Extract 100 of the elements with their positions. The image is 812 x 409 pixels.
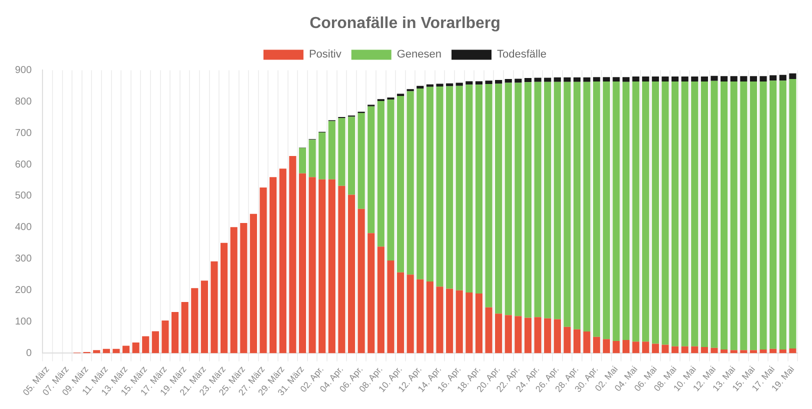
bar [426,282,434,354]
bar [760,76,767,82]
legend-label: Positiv [308,48,342,61]
bar [102,348,110,354]
bar [289,156,296,354]
y-tick-label: 200 [14,285,32,296]
bar [308,177,316,354]
bar [573,77,581,82]
bar [436,86,444,287]
bar [181,302,188,354]
bar [416,88,424,280]
bar [672,76,679,82]
bar [720,76,728,82]
bar [779,74,786,81]
bar [789,79,796,349]
bar [770,348,777,354]
bar [642,342,650,354]
bar [466,81,473,85]
bar [456,86,463,290]
bar [652,344,659,354]
bar [554,77,561,82]
bar [436,286,444,354]
bar [260,188,267,354]
bar [583,332,590,354]
bar [612,340,620,354]
bar [544,82,552,318]
bar [298,148,306,174]
y-tick-label: 400 [14,222,32,234]
bar [348,194,356,354]
bar [652,76,659,82]
y-tick-label: 800 [14,96,32,108]
bar [456,290,463,354]
bar [710,76,718,81]
bar [240,223,248,354]
bar [191,288,198,354]
bar [583,77,590,82]
bar [142,336,150,354]
bar [406,274,414,354]
bar [612,82,620,341]
bar [112,348,120,354]
bar [495,80,502,84]
bar [132,342,140,354]
y-tick-label: 100 [14,316,32,328]
bar [770,75,777,81]
bar [426,84,434,87]
bar [504,315,512,354]
bar [554,319,561,354]
bar [368,233,375,354]
bar [426,86,434,282]
bar [230,227,238,354]
bar [720,349,728,354]
bar [387,99,394,260]
bar [328,179,336,354]
bar [691,346,698,354]
bar [770,80,777,349]
y-tick-label: 500 [14,190,32,202]
y-tick-label: 600 [14,159,32,170]
bar [672,346,679,354]
bar [210,261,218,354]
bar [602,77,610,82]
bar [495,84,502,314]
bar [446,86,454,289]
bar [710,80,718,348]
bar [740,82,748,350]
legend-label: Todesfälle [497,48,547,61]
bar [750,82,758,350]
bar [358,208,365,354]
bar [416,279,424,354]
bar [760,349,767,354]
bar [270,177,277,354]
bar [279,168,286,354]
bar [622,340,630,354]
bar [642,82,650,342]
bar [564,77,571,82]
legend-label: Genesen [396,48,442,61]
bar [779,349,786,354]
bar [387,260,394,354]
bar [504,79,512,83]
bar [612,77,620,82]
bar [250,214,258,354]
bar [485,307,492,354]
bar [662,82,669,345]
bar [760,82,767,350]
bar [514,316,522,354]
bar [672,82,679,346]
bar [358,112,365,209]
bar [485,80,492,84]
bar [632,76,640,82]
bar [396,272,404,354]
bar [377,101,384,247]
bar [750,350,758,354]
bar [573,329,581,354]
bar [171,312,179,354]
bar [740,350,748,354]
bar [544,318,552,354]
bar [662,76,669,82]
bar [368,106,375,234]
bar [485,84,492,308]
bar [750,76,758,82]
y-tick-label: 700 [14,128,32,139]
